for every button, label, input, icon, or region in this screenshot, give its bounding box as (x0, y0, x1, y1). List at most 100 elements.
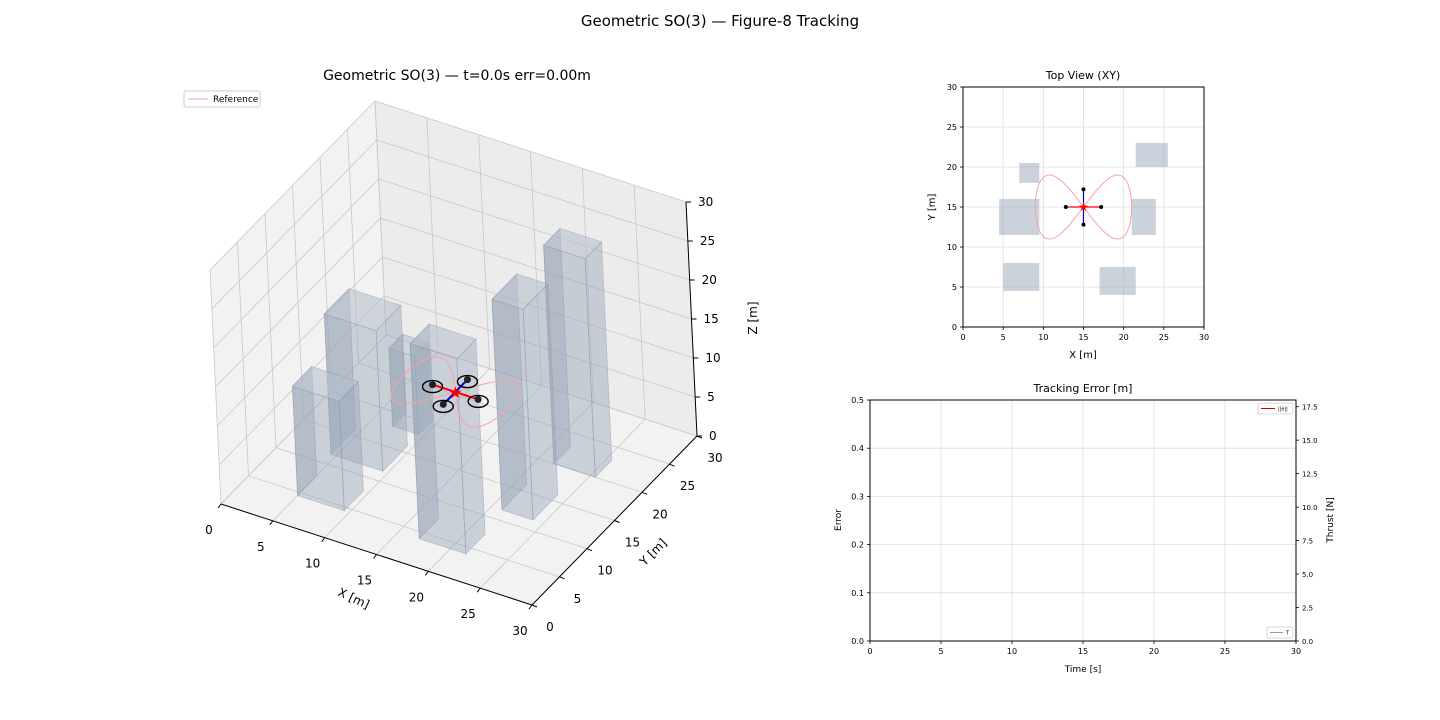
error-ylabel: Error (834, 509, 844, 531)
top-drone-marker: ★ (1078, 200, 1089, 214)
y-tick (531, 604, 538, 608)
error-y-tick-label: 0.3 (851, 492, 864, 501)
top-rotor (1099, 205, 1104, 209)
y-tick-label: 5 (574, 592, 582, 606)
top-buildings (999, 143, 1168, 295)
error-grid (869, 399, 1297, 642)
3d-view-axes: Geometric SO(3) — t=0.0s err=0.00m 0 5 10 1… (183, 68, 760, 638)
x-tick-label: 20 (409, 590, 424, 604)
3d-legend-box (183, 90, 261, 108)
rotor-hub (463, 376, 471, 384)
rotor-hub (474, 395, 482, 403)
thrust-y-tick-label: 12.5 (1302, 471, 1318, 479)
3d-legend-label: Reference (213, 95, 259, 105)
x-tick (269, 520, 274, 526)
top-y-tick-label: 25 (947, 123, 957, 132)
error-y-tick-label: 0.1 (851, 589, 864, 598)
top-building (1135, 143, 1168, 167)
error-axes: Tracking Error [m] 0 5 10 15 20 25 300.00.10.2… (834, 382, 1336, 675)
3d-drone: ★ (421, 374, 489, 414)
x-tick-label: 30 (512, 624, 527, 638)
thrust-legend: T (1266, 626, 1294, 639)
top-ticks: 0 5 10 15 20 25 30 0 5 10 15 20 25 30 (947, 83, 1209, 342)
error-legend: ||e|| (1257, 402, 1294, 415)
top-view-axes: Top View (XY) ★ 0 5 10 15 20 25 30 0 5 10 15 20 25 30… (927, 69, 1209, 361)
thrust-y-tick-label: 15.0 (1302, 437, 1318, 445)
y-tick-label: 30 (707, 451, 722, 465)
error-y-tick-label: 0.5 (851, 396, 864, 405)
3d-ylabel: Y [m] (636, 536, 669, 569)
rotor-ring (467, 394, 489, 409)
building-top-face (323, 288, 402, 332)
error-legend-box (1257, 402, 1294, 415)
drone-arm (432, 383, 456, 393)
top-building (1019, 163, 1040, 183)
3d-buildings (291, 227, 613, 555)
building-top-face (542, 227, 603, 260)
x-tick (476, 587, 481, 593)
error-x-tick-label: 5 (938, 647, 943, 656)
z-tick-label: 20 (702, 273, 717, 287)
x-tick-label: 10 (305, 557, 320, 571)
thrust-y-tick-label: 17.5 (1302, 404, 1318, 412)
thrust-y-tick-label: 5.0 (1302, 571, 1313, 579)
y-tick-label: 15 (625, 536, 640, 550)
thrust-legend-label: T (1285, 631, 1290, 637)
top-x-tick-label: 30 (1199, 333, 1209, 342)
top-rotor (1081, 222, 1086, 227)
building-top-face (409, 323, 477, 360)
drone-arm (455, 391, 479, 401)
error-xlabel: Time [s] (1064, 665, 1102, 675)
thrust-y-tick-label: 0.0 (1302, 638, 1313, 646)
x-tick-label: 0 (205, 523, 213, 537)
y-tick (586, 548, 593, 552)
top-x-tick-label: 10 (1038, 333, 1048, 342)
3d-ticks: 0 5 10 15 20 25 30 0 5 10 15 20 25 30 0 5 10 15 20 25 30 (205, 195, 722, 638)
z-tick-label: 15 (704, 312, 719, 326)
z-tick-label: 10 (705, 351, 720, 365)
error-x-tick-label: 30 (1291, 647, 1301, 656)
grid-y-line (374, 100, 698, 437)
error-x-tick-label: 0 (867, 647, 872, 656)
top-y-tick-label: 20 (947, 163, 957, 172)
top-y-tick-label: 15 (947, 203, 957, 212)
top-building (1003, 263, 1040, 291)
grid-z-line (209, 100, 687, 271)
error-title: Tracking Error [m] (1033, 382, 1133, 395)
x-tick (217, 503, 222, 509)
top-x-tick-label: 0 (960, 333, 965, 342)
top-building (1099, 267, 1136, 295)
z-tick-label: 0 (709, 429, 717, 443)
y-tick-label: 0 (546, 620, 554, 634)
building-top-face (491, 273, 549, 310)
thrust-y-tick-label: 7.5 (1302, 538, 1313, 546)
y-tick (559, 576, 565, 580)
x-tick (373, 554, 377, 559)
z-tick-label: 5 (707, 390, 715, 404)
3d-legend: Reference (183, 90, 261, 108)
y-tick (614, 520, 620, 523)
top-ylabel: Y [m] (927, 193, 938, 221)
error-ticks: 0 5 10 15 20 25 300.00.10.20.30.40.50.02.55.07… (851, 396, 1317, 656)
top-y-tick-label: 0 (952, 323, 957, 332)
y-tick-label: 20 (652, 507, 667, 521)
error-y-tick-label: 0.4 (851, 444, 864, 453)
error-x-tick-label: 15 (1078, 647, 1088, 656)
rotor-ring (456, 374, 479, 389)
error-y-tick-label: 0.2 (851, 541, 864, 550)
3d-view-title: Geometric SO(3) — t=0.0s err=0.00m (323, 68, 591, 84)
figure-title: Geometric SO(3) — Figure-8 Tracking (581, 12, 859, 30)
error-x-tick-label: 25 (1220, 647, 1230, 656)
x-tick-label: 25 (461, 607, 476, 621)
top-view-title: Top View (XY) (1045, 69, 1121, 82)
top-rotor (1081, 187, 1086, 192)
error-x-tick-label: 10 (1007, 647, 1017, 656)
y-tick (669, 463, 675, 467)
z-tick-label: 25 (700, 234, 715, 248)
x-tick (321, 537, 326, 542)
error-y-tick-label: 0.0 (851, 637, 864, 646)
3d-xlabel: X [m] (336, 585, 372, 612)
top-y-tick-label: 30 (947, 83, 957, 92)
top-x-tick-label: 5 (1001, 333, 1006, 342)
thrust-ylabel: Thrust [N] (1326, 497, 1336, 543)
